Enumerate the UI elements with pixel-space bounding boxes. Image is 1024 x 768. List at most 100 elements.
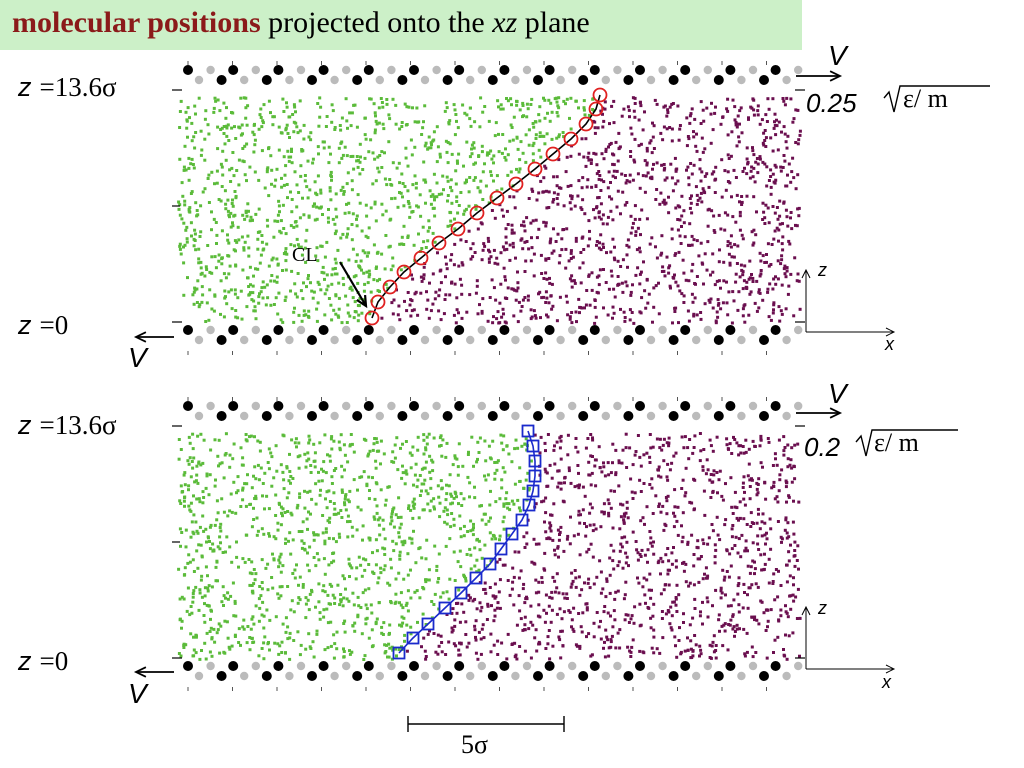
molecule [610,104,614,108]
molecule [435,181,439,185]
wall-molecule [499,661,510,671]
molecule [602,306,605,310]
molecule [568,201,572,205]
wall-molecule [375,335,384,345]
molecule [709,496,713,499]
molecule [343,577,346,581]
molecule [303,452,307,456]
molecule [589,483,593,487]
molecule [538,105,542,109]
molecule [431,139,435,143]
molecule [361,591,365,595]
molecule [400,242,404,246]
molecule [199,129,203,133]
molecule [309,281,312,285]
molecule [228,215,231,219]
molecule [578,646,582,650]
molecule [642,482,646,485]
molecule [579,281,583,285]
molecule [764,542,767,546]
molecule [429,477,433,481]
molecule [276,642,280,646]
molecule [701,577,705,581]
wall-molecule [568,325,577,335]
molecule [216,511,220,515]
molecule [796,272,800,276]
molecule [652,124,656,128]
molecule [428,629,431,633]
molecule [523,546,527,549]
molecule [508,258,512,262]
molecule [595,575,599,579]
molecule [758,155,762,159]
molecule [756,109,760,113]
molecule [309,512,312,516]
molecule [290,161,294,165]
molecule [206,244,210,247]
molecule [494,537,498,541]
molecule [301,297,305,301]
molecule [625,466,629,469]
molecule [406,236,410,239]
molecule [702,282,705,286]
molecule [394,647,397,651]
x-axis-head [885,664,896,674]
molecule [373,437,377,440]
molecule [460,292,464,296]
molecule [781,248,785,252]
molecule [343,453,347,457]
molecule [387,140,391,144]
molecule [550,596,554,600]
molecule [284,259,288,263]
molecule [543,620,547,624]
molecule [734,272,738,276]
wall-molecule [635,325,645,335]
molecule [313,218,317,222]
molecule [346,535,350,539]
molecule [682,569,686,573]
molecule [516,270,519,274]
molecule [675,167,679,171]
molecule [680,225,683,228]
molecule [512,115,516,119]
molecule [408,205,412,209]
molecule [538,135,542,138]
molecule [454,644,458,648]
molecule [374,459,378,463]
molecule [621,258,625,262]
molecule [180,531,184,534]
molecule [435,564,439,568]
molecule [535,649,539,653]
molecule [607,170,611,174]
molecule [483,474,486,478]
wall-molecule [544,65,555,75]
molecule [773,120,776,124]
molecule [738,275,742,279]
molecule [690,211,694,215]
molecule [492,248,496,252]
wall-molecule [466,75,475,85]
molecule [522,535,526,539]
molecule [536,614,540,618]
molecule [451,628,455,632]
wall-molecule [668,671,679,681]
molecule [435,160,439,164]
molecule [257,207,261,211]
molecule [521,104,525,107]
molecule [241,268,245,272]
molecule [517,550,521,554]
molecule [578,593,582,597]
molecule [774,275,777,279]
molecule [493,596,497,600]
molecule [294,292,298,296]
molecule [577,297,581,301]
contact-line-marker-circle [382,279,398,295]
molecule [476,312,480,316]
molecule [633,491,637,495]
molecule [503,248,507,252]
molecule [764,203,768,207]
molecule [750,273,753,276]
molecule [652,651,656,655]
molecule [296,243,300,247]
molecule [740,200,744,204]
